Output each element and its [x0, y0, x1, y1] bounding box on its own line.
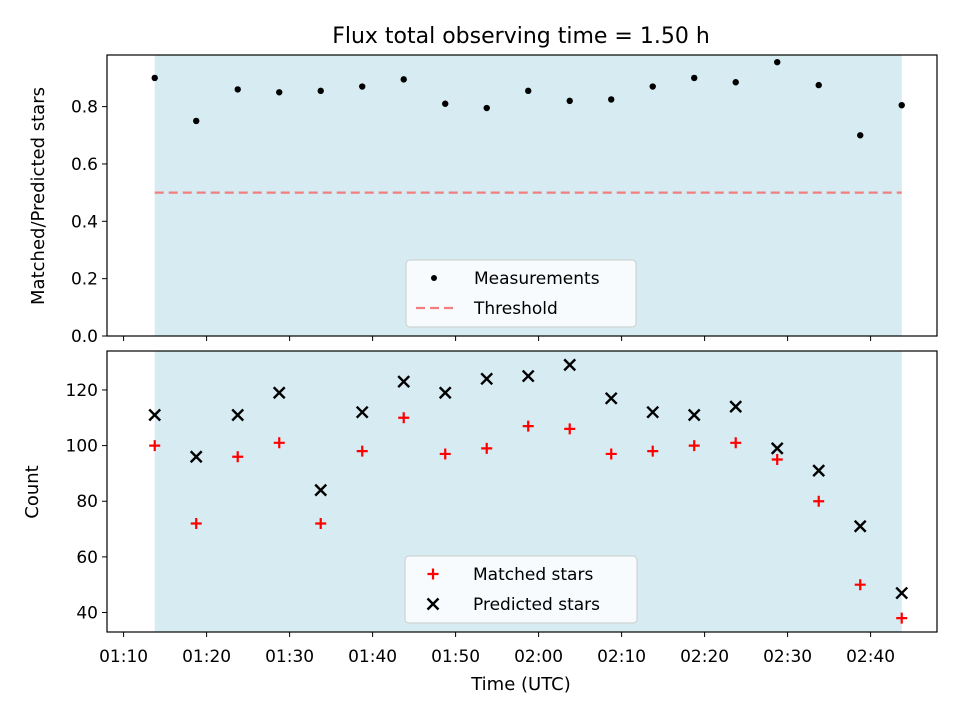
matched-star-marker — [149, 440, 161, 452]
axes-frame — [106, 350, 938, 633]
predicted-star-marker — [438, 386, 452, 400]
predicted-star-marker — [189, 450, 203, 464]
matched-star-marker — [356, 445, 368, 457]
legend-box — [404, 555, 638, 624]
matched-star-marker — [522, 420, 534, 432]
y-tick-label: 100 — [66, 437, 98, 457]
measurement-point — [151, 74, 158, 82]
y-tick-label: 80 — [76, 492, 98, 512]
matched-star-marker — [398, 412, 410, 424]
x-tick-label: 01:20 — [182, 647, 231, 667]
measurement-point — [691, 74, 698, 82]
matched-star-marker — [273, 437, 285, 449]
legend-marker-matched — [427, 568, 439, 580]
legend-box — [405, 259, 637, 328]
y-axis-label-top: Matched/Predicted stars — [28, 87, 49, 305]
axes-frame — [106, 54, 938, 337]
predicted-star-marker — [314, 483, 328, 497]
x-tick-label: 02:10 — [597, 647, 646, 667]
predicted-star-marker — [604, 391, 618, 405]
measurement-point — [608, 96, 615, 103]
measurement-point — [566, 97, 573, 105]
bottom-panel: 40 60 80 100 120 01:10 01:20 01:30 01:40 01:50 02:… — [66, 350, 938, 667]
matched-star-marker — [564, 423, 576, 435]
measurement-point — [442, 100, 449, 107]
predicted-star-marker — [148, 408, 162, 422]
measurement-point — [400, 76, 407, 83]
measurement-point — [649, 83, 656, 90]
matched-star-marker — [481, 442, 493, 454]
y-tick-label: 0.0 — [71, 327, 98, 347]
predicted-star-marker — [812, 464, 826, 477]
measurement-point — [525, 87, 532, 95]
predicted-star-marker — [272, 386, 286, 400]
top-panel: 0.0 0.2 0.4 0.6 0.8 Measurements Threshold — [71, 54, 938, 347]
measurement-point — [815, 81, 822, 89]
predicted-star-marker — [729, 400, 743, 413]
measurement-point — [898, 101, 905, 109]
matched-star-marker — [647, 445, 659, 457]
y-tick-label: 0.4 — [71, 212, 98, 232]
x-tick-label: 02:40 — [846, 647, 895, 667]
predicted-star-marker — [521, 369, 535, 383]
measurement-point — [483, 104, 490, 112]
legend-marker-predicted — [426, 597, 440, 611]
x-axis-label: Time (UTC) — [470, 674, 571, 695]
y-tick-label: 120 — [66, 381, 98, 401]
predicted-star-marker — [563, 358, 577, 372]
legend-label: Matched stars — [473, 565, 593, 585]
predicted-star-marker — [646, 405, 660, 419]
y-tick-label: 0.2 — [71, 270, 98, 290]
y-tick-label: 0.6 — [71, 155, 98, 175]
matched-star-marker — [771, 454, 783, 466]
matched-star-marker — [190, 517, 202, 529]
matched-star-marker — [730, 437, 742, 449]
y-axis-label-bottom: Count — [22, 465, 43, 518]
predicted-star-marker — [895, 586, 909, 600]
measurement-point — [732, 79, 739, 86]
y-tick-label: 40 — [76, 604, 98, 624]
matched-star-marker — [232, 451, 244, 463]
x-tick-label: 02:20 — [680, 647, 729, 667]
x-tick-label: 01:30 — [265, 647, 314, 667]
measurement-point — [317, 87, 324, 95]
measurement-point — [234, 86, 241, 93]
predicted-star-marker — [853, 519, 867, 533]
y-tick-label: 60 — [76, 548, 98, 568]
legend-marker-measurements — [431, 275, 437, 281]
chart-title: Flux total observing time = 1.50 h — [332, 24, 710, 49]
measurement-point — [276, 89, 283, 96]
x-tick-label: 01:10 — [99, 647, 148, 667]
legend-label: Threshold — [473, 299, 558, 319]
matched-star-marker — [854, 579, 866, 591]
predicted-star-marker — [397, 375, 411, 388]
measurement-point — [193, 117, 200, 125]
x-tick-label: 01:50 — [431, 647, 480, 667]
predicted-star-marker — [231, 408, 245, 422]
x-tick-label: 02:00 — [514, 647, 563, 667]
x-tick-label: 01:40 — [348, 647, 397, 667]
measurement-point — [359, 83, 366, 90]
predicted-star-marker — [480, 372, 494, 386]
legend-label: Predicted stars — [473, 595, 600, 615]
measurement-point — [774, 58, 781, 66]
x-tick-label: 02:30 — [763, 647, 812, 667]
matched-star-marker — [813, 495, 825, 507]
predicted-star-marker — [687, 408, 701, 422]
matched-star-marker — [315, 517, 327, 529]
matched-star-marker — [896, 612, 908, 624]
matched-star-marker — [688, 440, 700, 452]
predicted-star-marker — [355, 405, 369, 419]
matched-star-marker — [439, 448, 451, 460]
predicted-star-marker — [770, 442, 784, 455]
y-tick-label: 0.8 — [71, 98, 98, 118]
matched-star-marker — [605, 448, 617, 460]
legend-label: Measurements — [474, 269, 600, 289]
measurement-point — [857, 132, 864, 139]
